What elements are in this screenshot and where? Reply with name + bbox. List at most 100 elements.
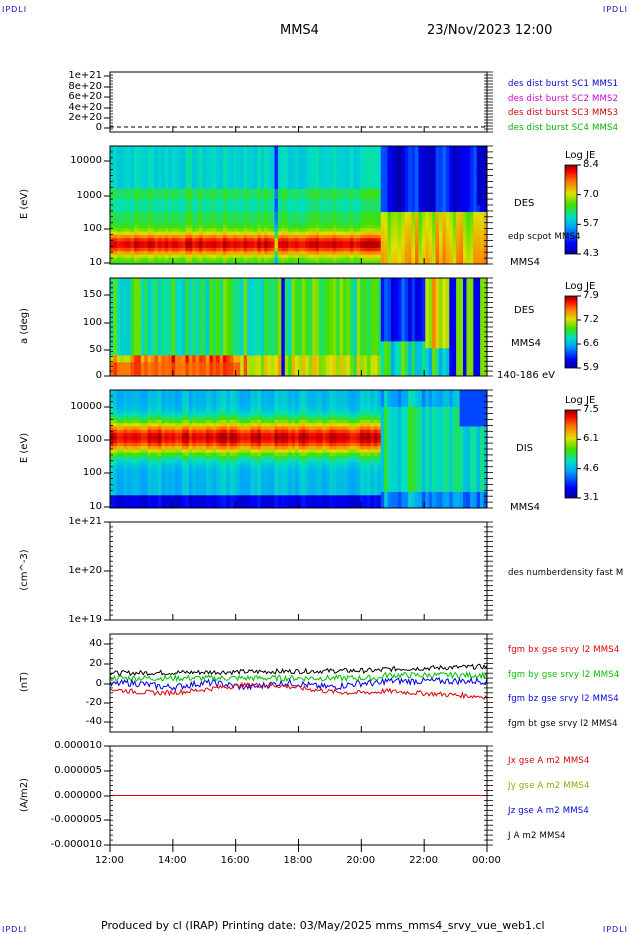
colorbar-tick-2-2: 4.6	[583, 462, 599, 474]
legend-current-0: Jx gse A m2 MMS4	[508, 756, 590, 766]
colorbar-tick-2-3: 3.1	[583, 492, 599, 503]
y-tick-label-0-2: 6e+20	[68, 91, 102, 102]
legend-burst-2: des dist burst SC3 MMS3	[508, 108, 619, 119]
x-tick-label-0: 12:00	[95, 855, 124, 866]
panel-frame-0	[109, 71, 488, 133]
series-line-by	[109, 670, 488, 683]
corner-label-bottom-left: IPDLI	[2, 925, 28, 934]
footer-credit: Produced by cl (IRAP) Printing date: 03/…	[101, 919, 545, 932]
colorbar-tick-0-1: 7.0	[583, 188, 599, 200]
x-tick-label-6: 00:00	[472, 855, 501, 866]
panel-label-3-1: MMS4	[510, 502, 540, 513]
legend-bfield-1: fgm by gse srvy l2 MMS4	[508, 669, 620, 680]
panel-label-1-2: MMS4	[510, 257, 540, 268]
legend-bfield-0: fgm bx gse srvy l2 MMS4	[508, 645, 620, 655]
legend-current-1: Jy gse A m2 MMS4	[508, 781, 590, 791]
panel-frame-4	[109, 521, 488, 621]
dis-energy-spectrogram	[110, 390, 488, 509]
y-tick-label-2-0: 150	[82, 289, 102, 300]
datetime-title: 23/Nov/2023 12:00	[427, 23, 553, 38]
colorbar-0	[564, 164, 578, 255]
series-line-bx	[109, 681, 488, 700]
x-tick-label-4: 20:00	[346, 855, 376, 866]
des-pitch-angle-spectrogram	[110, 278, 488, 377]
colorbar-tick-2-1: 6.1	[583, 433, 599, 445]
colorbar-tick-1-0: 7.9	[583, 290, 599, 301]
legend-burst-0: des dist burst SC1 MMS1	[508, 79, 619, 89]
legend-current-2: Jz gse A m2 MMS4	[508, 806, 590, 816]
x-tick-label-3: 18:00	[283, 855, 313, 866]
x-tick-label-5: 22:00	[409, 855, 438, 866]
spacecraft-title: MMS4	[280, 23, 319, 38]
legend-bfield-3: fgm bt gse srvy l2 MMS4	[508, 718, 618, 729]
y-tick-label-3-3: 10	[89, 501, 102, 512]
panel-label-2-2: 140-186 eV	[497, 370, 555, 381]
y-tick-label-4-0: 1e+21	[68, 516, 102, 527]
y-axis-label-6: (A/m2)	[19, 777, 30, 812]
y-tick-label-5-4: -40	[85, 716, 102, 727]
y-tick-label-1-1: 1000	[76, 190, 102, 201]
y-tick-label-6-3: -0.000005	[50, 814, 102, 825]
panel-label-2-1: MMS4	[511, 338, 541, 349]
panel-label-3-0: DIS	[516, 443, 533, 454]
y-tick-label-4-1: 1e+20	[68, 565, 102, 576]
y-tick-label-5-3: -20	[85, 697, 102, 708]
y-tick-label-0-5: 0	[95, 122, 102, 133]
y-tick-label-1-0: 10000	[70, 155, 102, 166]
y-axis-label-1: E (eV)	[19, 188, 30, 220]
y-tick-label-1-2: 100	[82, 223, 102, 234]
colorbar-title-1: Log JE	[565, 281, 596, 292]
y-axis-label-3: E (eV)	[19, 432, 30, 464]
y-tick-label-3-2: 100	[82, 467, 102, 478]
colorbar-tick-1-2: 6.6	[583, 338, 599, 349]
y-tick-label-6-1: 0.000005	[54, 765, 102, 776]
colorbar-tick-2-0: 7.5	[583, 404, 599, 415]
y-tick-label-6-4: -0.000010	[50, 839, 102, 850]
legend-bfield-2: fgm bz gse srvy l2 MMS4	[508, 694, 619, 704]
y-tick-label-5-0: 40	[89, 638, 102, 649]
y-tick-label-6-2: 0.000000	[54, 790, 102, 801]
y-tick-label-0-3: 4e+20	[68, 102, 102, 113]
colorbar-title-2: Log JE	[565, 395, 596, 406]
y-tick-label-5-1: 20	[89, 658, 102, 669]
y-axis-label-5: (nT)	[19, 671, 30, 693]
x-tick-label-2: 16:00	[220, 855, 250, 866]
y-tick-label-4-2: 1e+19	[68, 614, 102, 625]
series-line-bz	[109, 676, 488, 692]
y-tick-label-1-3: 10	[89, 257, 102, 268]
colorbar-tick-0-2: 5.7	[583, 218, 599, 230]
corner-label-top-right: IPDLI	[602, 5, 628, 14]
y-tick-label-5-2: 0	[95, 678, 102, 689]
legend-burst-3: des dist burst SC4 MMS4	[508, 123, 619, 134]
panel-frame-5	[109, 633, 488, 733]
legend-current-3: J A m2 MMS4	[508, 831, 566, 841]
y-tick-label-2-2: 50	[89, 344, 102, 355]
panel-label-2-0: DES	[514, 305, 535, 316]
colorbar-2	[564, 409, 578, 499]
y-axis-label-4: (cm^-3)	[19, 549, 30, 591]
panel-label-1-1: edp scpot MMS4	[508, 232, 581, 242]
legend-density-0: des numberdensity fast M	[508, 568, 624, 578]
y-tick-label-3-0: 10000	[70, 401, 102, 412]
series-line-bt	[109, 663, 488, 677]
y-tick-label-2-1: 100	[82, 317, 102, 328]
y-tick-label-0-0: 1e+21	[68, 70, 102, 81]
x-tick-label-1: 14:00	[157, 855, 187, 866]
corner-label-top-left: IPDLI	[2, 5, 28, 14]
colorbar-tick-0-3: 4.3	[583, 248, 599, 259]
y-tick-label-6-0: 0.000010	[54, 740, 102, 751]
legend-burst-1: des dist burst SC2 MMS2	[508, 93, 619, 104]
corner-label-bottom-right: IPDLI	[602, 925, 628, 934]
y-axis-label-2: a (deg)	[19, 308, 30, 344]
panel-label-1-0: DES	[514, 198, 535, 209]
colorbar-tick-1-1: 7.2	[583, 314, 599, 325]
colorbar-title-0: Log JE	[565, 150, 596, 161]
y-tick-label-2-3: 0	[95, 370, 102, 381]
y-tick-label-0-1: 8e+20	[68, 81, 102, 92]
colorbar-tick-1-3: 5.9	[583, 362, 599, 373]
colorbar-tick-0-0: 8.4	[583, 159, 599, 170]
colorbar-1	[564, 295, 578, 369]
y-tick-label-0-4: 2e+20	[68, 112, 102, 123]
